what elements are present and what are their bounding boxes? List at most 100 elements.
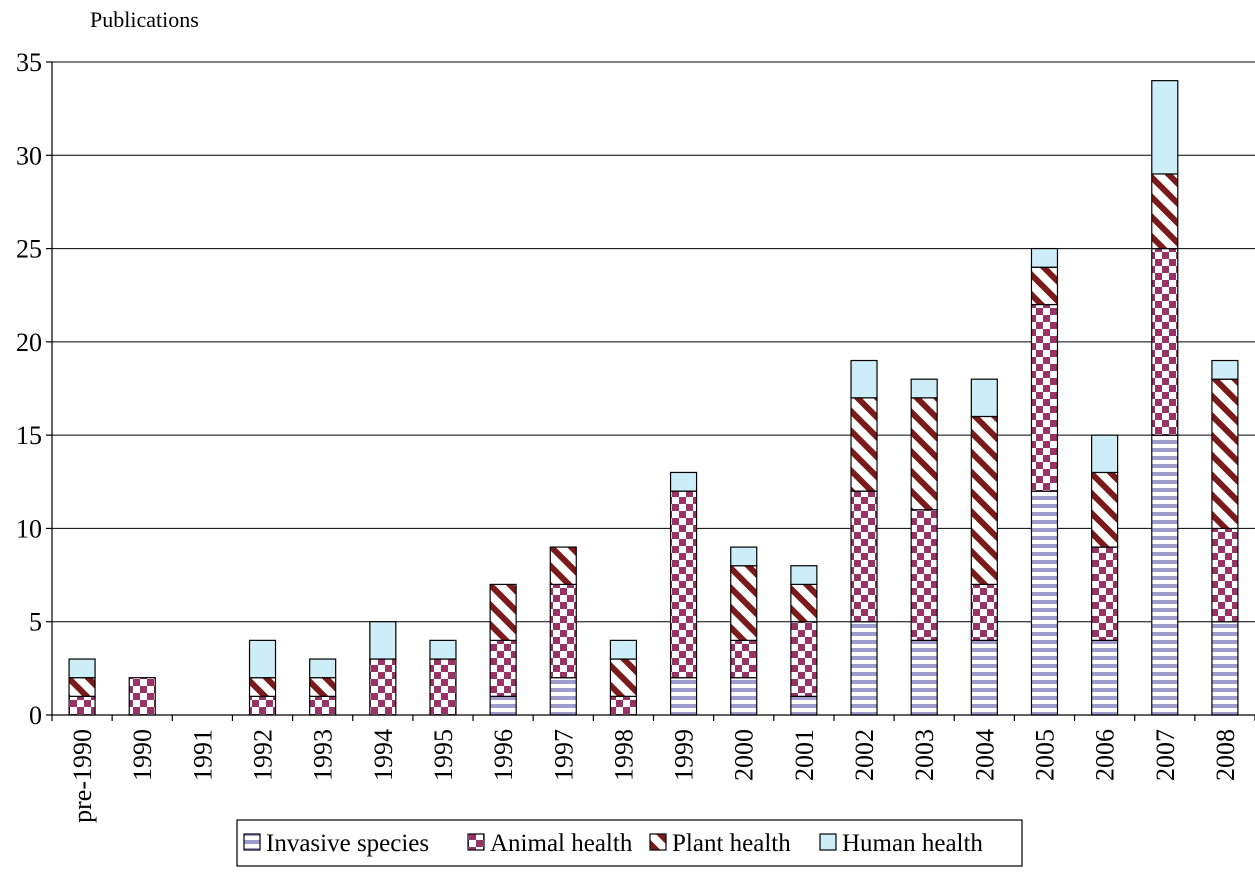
x-tick-label: 1992	[249, 729, 278, 781]
x-tick-label: 2001	[790, 729, 819, 781]
bar-segment-animal-health	[790, 621, 818, 697]
legend-swatch-animal-health	[467, 833, 485, 851]
bar-segment-animal-health	[730, 639, 758, 679]
bar-segment-animal-health	[910, 509, 938, 641]
legend-label-plant-health: Plant health	[672, 830, 791, 857]
bar-segment-animal-health	[850, 490, 878, 623]
bar-segment-plant-health	[248, 677, 277, 697]
bar-segment-human-health	[669, 471, 698, 492]
bar-segment-invasive-species	[910, 639, 938, 716]
bar-segment-plant-health	[309, 677, 337, 697]
x-tick-label: 1998	[609, 729, 638, 781]
legend-label-animal-health: Animal health	[490, 830, 633, 857]
bar-segment-invasive-species	[730, 677, 758, 716]
bar-segment-animal-health	[128, 677, 156, 716]
bar-segment-plant-health	[1151, 173, 1179, 250]
bar-segment-plant-health	[1211, 378, 1239, 530]
bar-segment-animal-health	[248, 695, 277, 716]
legend-box	[236, 819, 1023, 867]
y-tick-label: 10	[16, 514, 42, 543]
bar-segment-human-health	[609, 639, 638, 660]
x-tick-label: 2006	[1091, 729, 1120, 781]
bar-segment-animal-health	[309, 695, 337, 716]
bar-segment-human-health	[369, 621, 397, 660]
bar-segment-human-health	[68, 658, 96, 679]
bar-segment-human-health	[1030, 247, 1059, 268]
bars	[68, 80, 1239, 716]
bar-segment-plant-health	[790, 583, 818, 623]
x-tick-label: 2005	[1030, 729, 1059, 781]
bar-segment-invasive-species	[1091, 639, 1119, 716]
legend-label-human-health: Human health	[842, 830, 983, 857]
x-tick-label: 2003	[910, 729, 939, 781]
bar-segment-invasive-species	[1151, 434, 1179, 716]
bar-segment-human-health	[1091, 434, 1119, 474]
bar-segment-plant-health	[970, 415, 998, 586]
bar-segment-animal-health	[489, 639, 517, 697]
x-tick-label: 1990	[128, 729, 157, 781]
bar-segment-plant-health	[850, 397, 878, 492]
legend-swatch-invasive-species	[243, 833, 261, 851]
y-tick-label: 30	[16, 141, 42, 170]
bar-segment-animal-health	[429, 658, 457, 716]
legend-label-invasive-species: Invasive species	[266, 830, 429, 857]
bar-segment-invasive-species	[489, 695, 517, 716]
gridlines	[52, 61, 1255, 623]
bar-segment-human-health	[248, 639, 277, 679]
y-tick-label: 0	[29, 701, 42, 730]
bar-segment-plant-health	[489, 583, 517, 641]
bar-segment-animal-health	[970, 583, 998, 641]
y-tick-label: 15	[16, 421, 42, 450]
y-axis-ticks: 0 5 10 15 20 25 30 35	[16, 48, 42, 730]
bar-segment-animal-health	[549, 583, 577, 679]
x-tick-label: 1997	[549, 729, 578, 781]
x-tick-label: 1996	[489, 729, 518, 781]
bar-segment-plant-health	[910, 397, 938, 511]
bar-segment-animal-health	[369, 658, 397, 716]
x-tick-label: 1991	[188, 729, 217, 781]
bar-segment-human-health	[1211, 359, 1239, 380]
bar-segment-plant-health	[730, 565, 758, 641]
bar-segment-human-health	[850, 359, 878, 399]
bar-segment-invasive-species	[1030, 490, 1059, 716]
y-tick-label: 25	[16, 235, 42, 264]
bar-segment-animal-health	[609, 695, 638, 716]
bar-segment-plant-health	[1030, 266, 1059, 306]
legend-swatch-human-health	[819, 833, 837, 851]
x-tick-label: 1994	[369, 729, 398, 781]
bar-segment-animal-health	[1030, 303, 1059, 492]
x-tick-label: 1993	[309, 729, 338, 781]
y-axis-label: Publications	[90, 7, 199, 32]
x-tick-label: 1995	[429, 729, 458, 781]
bar-segment-animal-health	[1151, 247, 1179, 436]
bar-segment-animal-health	[1211, 527, 1239, 623]
legend: Invasive species Animal health Plant healt…	[236, 819, 1023, 867]
bar-segment-animal-health	[1091, 546, 1119, 641]
bar-segment-human-health	[910, 378, 938, 399]
x-tick-label: 2008	[1211, 729, 1240, 781]
legend-swatch-plant-health	[649, 833, 667, 851]
bar-segment-human-health	[1151, 80, 1179, 175]
bar-segment-plant-health	[609, 658, 638, 697]
x-tick-label: 1999	[670, 729, 699, 781]
bar-segment-human-health	[970, 378, 998, 418]
bar-segment-human-health	[429, 639, 457, 660]
y-tick-label: 5	[29, 608, 42, 637]
bar-segment-human-health	[790, 565, 818, 586]
bar-segment-human-health	[730, 546, 758, 567]
bar-segment-animal-health	[68, 695, 96, 716]
x-axis-ticks: pre-1990 1990 1991 1992 1993 1994 1995 1996 1997…	[68, 729, 1240, 823]
x-tick-label: 2000	[730, 729, 759, 781]
x-tick-label: 2007	[1151, 729, 1180, 781]
bar-segment-plant-health	[68, 677, 96, 697]
y-tick-label: 20	[16, 328, 42, 357]
axes	[46, 61, 1255, 721]
bar-segment-invasive-species	[549, 677, 577, 716]
bar-segment-invasive-species	[970, 639, 998, 716]
x-tick-label: pre-1990	[68, 729, 97, 823]
y-tick-label: 35	[16, 48, 42, 77]
bar-segment-invasive-species	[850, 621, 878, 716]
bar-segment-invasive-species	[790, 695, 818, 716]
bar-segment-plant-health	[549, 546, 577, 585]
